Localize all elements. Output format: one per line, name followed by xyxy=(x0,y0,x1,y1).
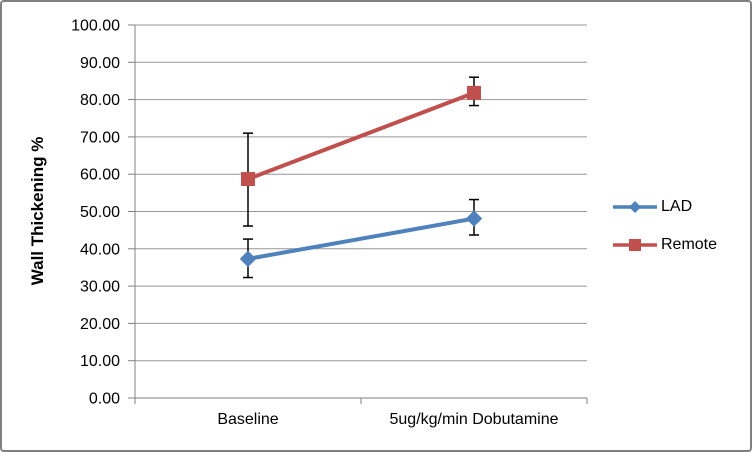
diamond-marker-icon xyxy=(465,210,483,227)
y-tick-label: 40.00 xyxy=(80,241,120,258)
y-tick-label: 10.00 xyxy=(80,353,120,370)
legend: LAD Remote xyxy=(612,190,717,262)
gridlines xyxy=(135,24,587,362)
square-marker-icon xyxy=(241,172,255,187)
x-tick-label-dobutamine: 5ug/kg/min Dobutamine xyxy=(389,411,559,428)
lad-series-sample-icon xyxy=(613,201,657,213)
square-marker-icon xyxy=(467,85,481,100)
x-tick-label-baseline: Baseline xyxy=(217,411,279,428)
series-LAD xyxy=(239,210,483,268)
y-tick-label: 50.00 xyxy=(80,204,120,221)
legend-item-lad: LAD xyxy=(612,190,717,224)
y-tick-label: 80.00 xyxy=(80,92,120,109)
y-tick-label: 100.00 xyxy=(71,18,120,35)
diamond-marker-icon xyxy=(239,250,257,268)
y-tick-label: 90.00 xyxy=(80,55,120,72)
y-tick-label: 0.00 xyxy=(89,391,120,408)
y-tick-label: 60.00 xyxy=(80,167,120,184)
legend-item-remote: Remote xyxy=(612,228,717,262)
series-Remote xyxy=(241,85,481,187)
y-tick-label: 20.00 xyxy=(80,316,120,333)
x-axis xyxy=(134,397,588,404)
error-bars xyxy=(243,76,479,279)
y-tick-label: 30.00 xyxy=(80,279,120,296)
y-axis: 0.00 10.00 20.00 30.00 40.00 50.00 60.00 70.00 8… xyxy=(71,18,136,408)
series-line xyxy=(247,91,475,181)
y-tick-label: 70.00 xyxy=(80,129,120,146)
series-line xyxy=(247,216,475,261)
legend-label-lad: LAD xyxy=(661,198,693,215)
legend-label-remote: Remote xyxy=(661,236,718,253)
y-axis-title: Wall Thickening % xyxy=(28,136,47,286)
remote-series-sample-icon xyxy=(613,239,657,251)
